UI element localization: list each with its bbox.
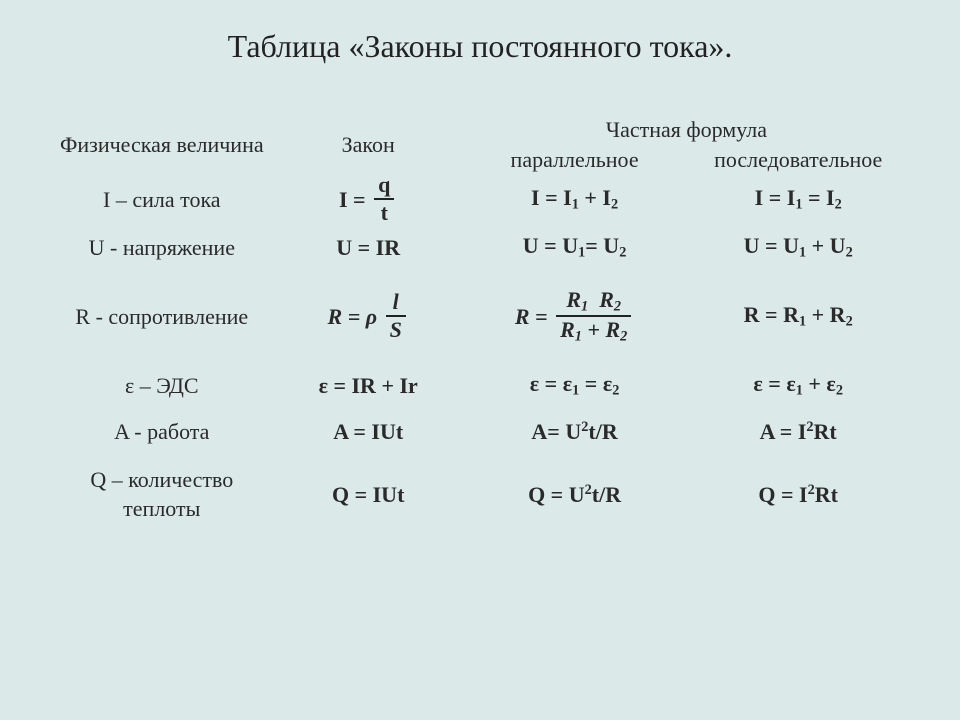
subheader-series: последовательное [686, 145, 910, 175]
table-row: R - сопротивление R = ρ l S R = R1 R2 R1… [50, 270, 910, 362]
parallel-formula: ε = ε1 = ε2 [463, 362, 687, 408]
parallel-prefix: R = [515, 302, 548, 332]
quantity-label: I – сила тока [50, 174, 274, 224]
parallel-formula: U = U1= U2 [463, 224, 687, 270]
table-row: Q – количество теплоты Q = IUt Q = U2t/R… [50, 454, 910, 534]
header-partial: Частная формула [463, 115, 910, 145]
laws-table: Физическая величина Закон Частная формул… [50, 115, 910, 534]
series-formula: ε = ε1 + ε2 [686, 362, 910, 408]
subheader-parallel: параллельное [463, 145, 687, 175]
fraction: R1 R2 R1 + R2 [556, 289, 631, 345]
fraction-den: R1 + R2 [556, 317, 631, 344]
law-formula: A = IUt [274, 408, 463, 454]
law-formula: U = IR [274, 224, 463, 270]
fraction-den: S [386, 317, 406, 341]
fraction: l S [386, 291, 406, 341]
table-row: I – сила тока I = q t I = I1 + I2 I = I1… [50, 174, 910, 224]
header-law: Закон [274, 115, 463, 174]
header-quantity: Физическая величина [50, 115, 274, 174]
parallel-formula: A= U2t/R [463, 408, 687, 454]
table-row: ε – ЭДС ε = IR + Ir ε = ε1 = ε2 ε = ε1 +… [50, 362, 910, 408]
quantity-label: A - работа [50, 408, 274, 454]
fraction-num: R1 R2 [556, 289, 631, 318]
page-title: Таблица «Законы постоянного тока». [50, 28, 910, 65]
fraction-num: l [386, 291, 406, 317]
parallel-formula: Q = U2t/R [463, 454, 687, 534]
law-prefix: I = [339, 185, 366, 215]
slide: Таблица «Законы постоянного тока». Физич… [0, 0, 960, 720]
series-formula: U = U1 + U2 [686, 224, 910, 270]
law-formula: ε = IR + Ir [274, 362, 463, 408]
fraction: q t [374, 174, 394, 224]
fraction-num: q [374, 174, 394, 200]
table-row: A - работа A = IUt A= U2t/R A = I2Rt [50, 408, 910, 454]
series-formula: A = I2Rt [686, 408, 910, 454]
law-formula: Q = IUt [274, 454, 463, 534]
series-formula: Q = I2Rt [686, 454, 910, 534]
parallel-formula: I = I1 + I2 [463, 174, 687, 224]
table-header-row: Физическая величина Закон Частная формул… [50, 115, 910, 145]
quantity-label: ε – ЭДС [50, 362, 274, 408]
series-formula: I = I1 = I2 [686, 174, 910, 224]
law-formula: I = q t [274, 174, 463, 224]
law-prefix: R = ρ [328, 302, 378, 332]
parallel-formula: R = R1 R2 R1 + R2 [463, 270, 687, 362]
table-row: U - напряжение U = IR U = U1= U2 U = U1 … [50, 224, 910, 270]
series-formula: R = R1 + R2 [686, 270, 910, 362]
fraction-den: t [374, 200, 394, 224]
quantity-label: U - напряжение [50, 224, 274, 270]
quantity-label: R - сопротивление [50, 270, 274, 362]
law-formula: R = ρ l S [274, 270, 463, 362]
quantity-label: Q – количество теплоты [50, 454, 274, 534]
